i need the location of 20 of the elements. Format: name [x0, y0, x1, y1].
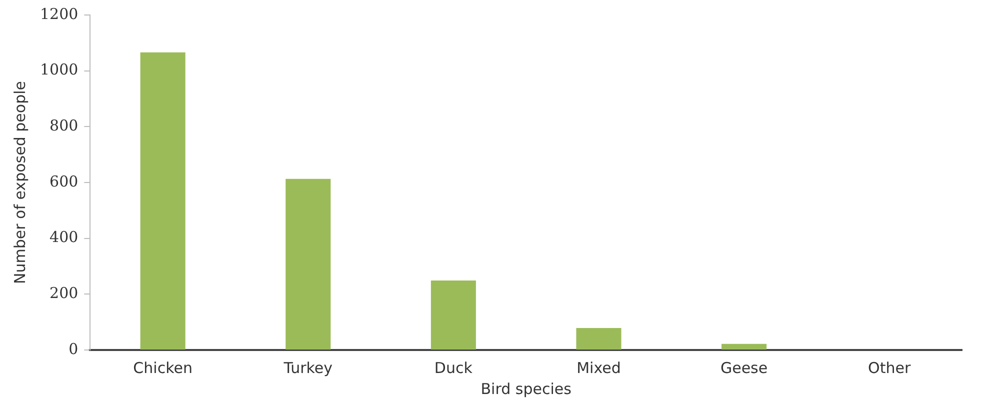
x-tick-label: Geese [720, 358, 768, 377]
y-tick-label: 0 [68, 340, 78, 358]
y-tick-label: 800 [50, 116, 78, 135]
bar [286, 178, 331, 350]
y-tick-label: 200 [50, 284, 78, 302]
y-tick-label: 400 [50, 228, 78, 246]
x-tick-label: Other [868, 358, 912, 377]
x-tick-label: Turkey [282, 358, 333, 377]
bar [576, 328, 622, 350]
x-tick-label: Chicken [133, 358, 192, 377]
y-tick-label: 600 [50, 172, 78, 190]
x-tick-label: Duck [434, 358, 473, 377]
x-tick-label: Mixed [576, 358, 621, 377]
x-axis-title: Bird species [480, 380, 572, 398]
bar [140, 52, 186, 350]
y-tick-label: 1000 [40, 60, 78, 79]
bar [430, 280, 476, 350]
y-axis-title: Number of exposed people [10, 81, 29, 284]
y-tick-label: 1200 [40, 4, 78, 23]
bar [722, 344, 767, 350]
